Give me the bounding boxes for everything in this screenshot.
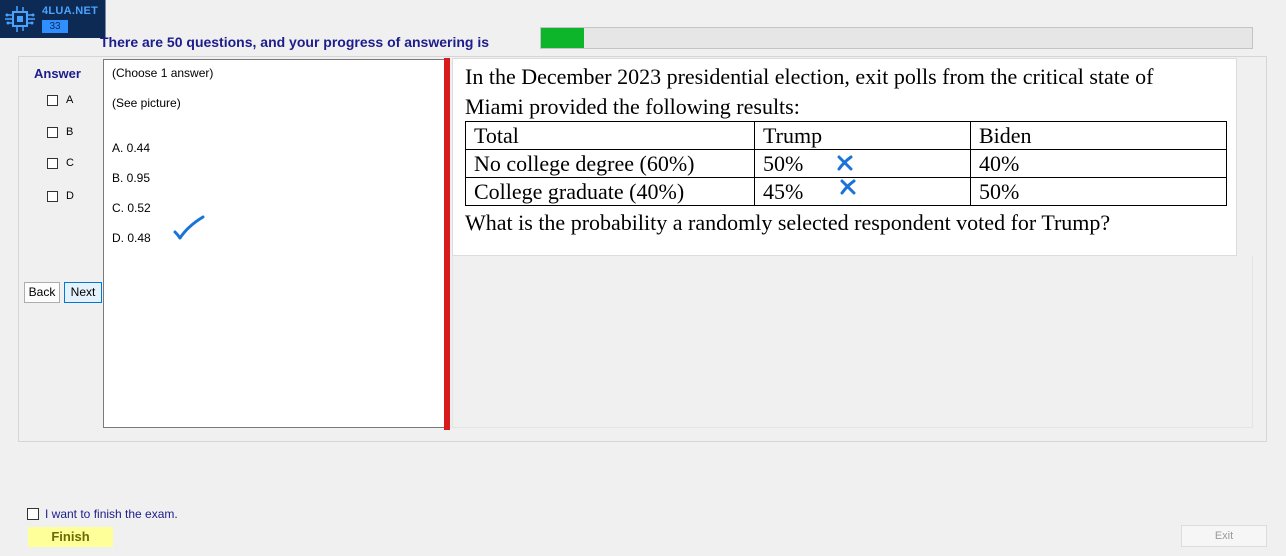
checkbox-b-box[interactable]: [47, 126, 58, 138]
checkmark-icon: [173, 215, 205, 240]
option-d-label: D: [66, 190, 74, 202]
table-header-row: Total Trump Biden: [465, 121, 1227, 150]
question-line-1: In the December 2023 presidential electi…: [465, 64, 1154, 89]
results-table: Total Trump Biden No college degree (60%…: [465, 121, 1227, 206]
table-cell: 45%: [754, 177, 971, 206]
question-prompt: What is the probability a randomly selec…: [465, 210, 1111, 235]
answer-instruction: (Choose 1 answer): [112, 66, 214, 80]
logo-number: 33: [42, 20, 68, 33]
checkbox-d-box[interactable]: [47, 190, 58, 202]
finish-exam-checkbox[interactable]: I want to finish the exam.: [27, 507, 178, 521]
option-c-label: C: [66, 157, 74, 169]
back-button[interactable]: Back: [24, 282, 60, 303]
table-cell: Trump: [754, 121, 971, 150]
option-b-checkbox[interactable]: B: [47, 126, 73, 138]
see-picture-note: (See picture): [112, 96, 181, 110]
finish-checkbox-label: I want to finish the exam.: [45, 507, 178, 521]
table-cell: College graduate (40%): [465, 177, 755, 206]
finish-checkbox-box[interactable]: [27, 508, 39, 520]
answer-heading: Answer: [34, 66, 81, 81]
choice-d-text: D. 0.48: [112, 231, 151, 245]
answers-text-box[interactable]: (Choose 1 answer) (See picture) A. 0.44 …: [103, 59, 445, 428]
table-cell: 50%: [970, 177, 1227, 206]
question-scroll-area: [452, 256, 1253, 428]
choice-c-text: C. 0.52: [112, 201, 151, 215]
question-image: In the December 2023 presidential electi…: [452, 58, 1237, 256]
progress-bar-fill: [541, 28, 584, 48]
table-cell: No college degree (60%): [465, 149, 755, 178]
site-logo: 4LUA.NET 33: [0, 0, 106, 38]
question-line-2: Miami provided the following results:: [465, 94, 800, 119]
option-c-checkbox[interactable]: C: [47, 157, 74, 169]
circuit-chip-icon: [5, 6, 35, 32]
option-a-label: A: [66, 94, 74, 106]
cross-mark-icon: [837, 155, 853, 171]
progress-bar: [540, 27, 1253, 49]
cross-mark-icon: [840, 179, 856, 195]
progress-text: There are 50 questions, and your progres…: [100, 34, 489, 50]
checkbox-a-box[interactable]: [47, 94, 58, 106]
finish-button[interactable]: Finish: [28, 527, 113, 547]
checkbox-c-box[interactable]: [47, 157, 58, 169]
pane-divider[interactable]: [444, 58, 450, 430]
option-b-label: B: [66, 126, 74, 138]
choice-a-text: A. 0.44: [112, 141, 151, 155]
choice-b-text: B. 0.95: [112, 171, 151, 185]
option-d-checkbox[interactable]: D: [47, 190, 74, 202]
table-cell: Total: [465, 121, 755, 150]
next-button[interactable]: Next: [64, 282, 102, 303]
logo-brand-text: 4LUA.NET: [42, 5, 99, 17]
table-row: College graduate (40%) 45% 50%: [465, 177, 1227, 206]
option-a-checkbox[interactable]: A: [47, 94, 73, 106]
table-cell: Biden: [970, 121, 1227, 150]
exit-button[interactable]: Exit: [1181, 525, 1267, 547]
table-cell: 50%: [754, 149, 971, 178]
table-cell: 40%: [970, 149, 1227, 178]
